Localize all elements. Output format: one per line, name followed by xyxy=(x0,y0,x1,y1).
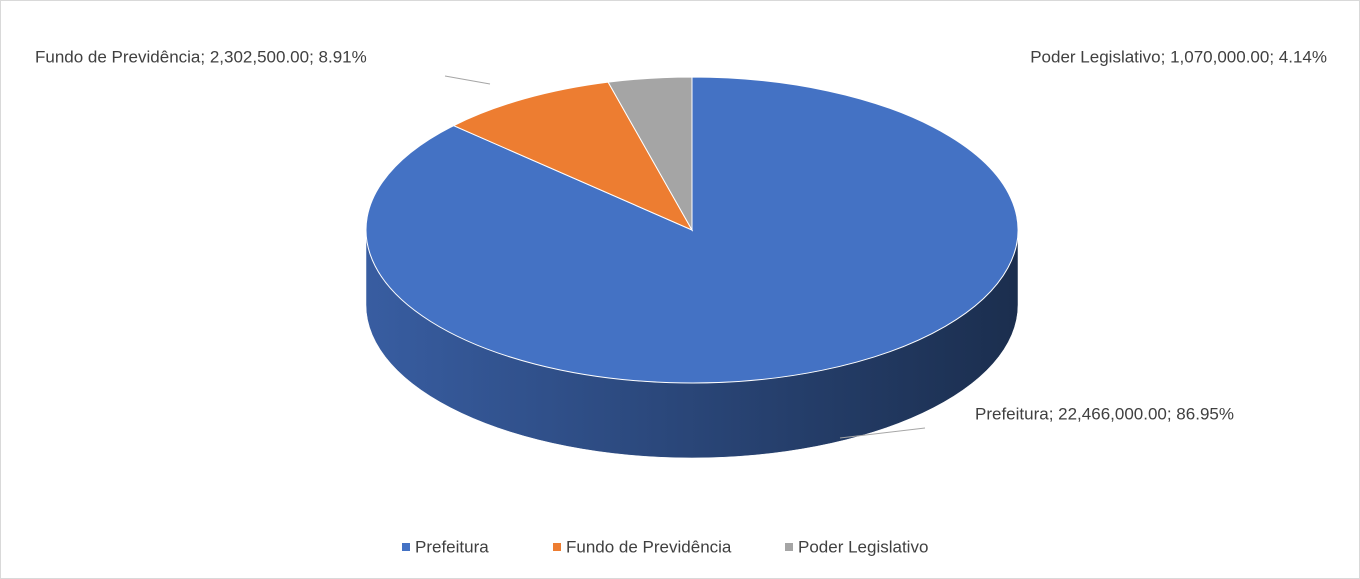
pie-slice xyxy=(452,81,694,232)
legend-label: Poder Legislativo xyxy=(798,537,928,556)
leader-line xyxy=(839,427,926,439)
legend-label: Prefeitura xyxy=(415,537,489,556)
data-label: Poder Legislativo; 1,070,000.00; 4.14% xyxy=(1030,47,1327,66)
data-label: Fundo de Previdência; 2,302,500.00; 8.91… xyxy=(35,47,367,66)
legend-swatch xyxy=(785,543,793,551)
legend-swatch xyxy=(553,543,561,551)
legend-label: Fundo de Previdência xyxy=(566,537,732,556)
leader-line xyxy=(444,75,491,85)
data-label: Prefeitura; 22,466,000.00; 86.95% xyxy=(975,404,1234,423)
legend-swatch xyxy=(402,543,410,551)
pie-slice xyxy=(607,76,693,232)
